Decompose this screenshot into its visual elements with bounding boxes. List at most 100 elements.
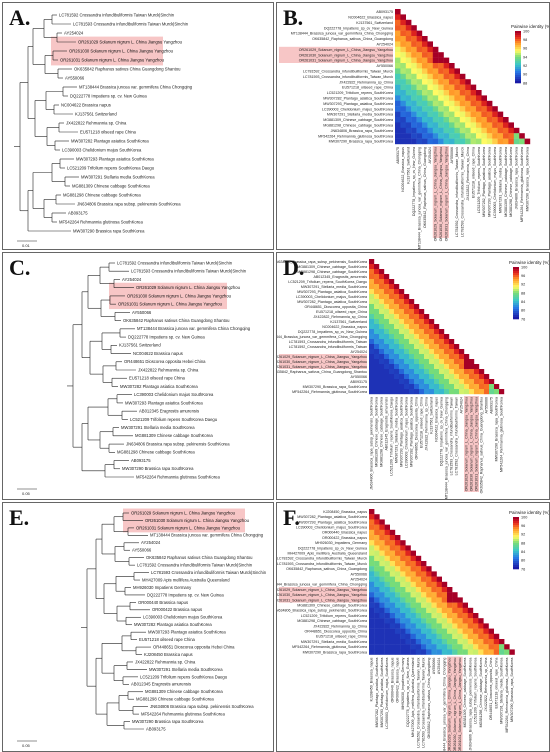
- heatmap-cell: [400, 613, 406, 619]
- phylogenetic-tree-c: LC781592 Crossandra infundibuliformis Ta…: [17, 260, 251, 496]
- heatmap-cell: [369, 359, 375, 365]
- heatmap-cell: [369, 354, 375, 360]
- heatmap-cell: [414, 309, 420, 315]
- heatmap-cell: [424, 324, 430, 330]
- heatmap-cell: [429, 334, 435, 340]
- heatmap-cell: [459, 138, 466, 145]
- heatmap-cell: [405, 587, 411, 593]
- taxon-label: MW307290 Brassica rapa SouthKorea: [73, 228, 145, 233]
- heatmap-cell: [459, 106, 466, 112]
- heatmap-cell: [422, 95, 428, 101]
- heatmap-cell: [416, 106, 423, 112]
- heatmap-cell: [384, 389, 390, 395]
- heatmap-cell: [414, 364, 420, 370]
- heatmap-cell: [422, 73, 428, 80]
- heatmap-cell: [384, 344, 390, 350]
- heatmap-col-label: LC390003_Chelidonium_majus_SouthKorea: [405, 397, 409, 468]
- heatmap-cell: [493, 639, 500, 645]
- heatmap-cell: [449, 374, 455, 380]
- taxon-label: JX422822 Rehmannia sp. China: [66, 120, 127, 125]
- heatmap-row-label: MG881298_Chinese_cabbage_SouthKorea: [323, 123, 393, 127]
- heatmap-cell: [427, 127, 433, 134]
- heatmap-cell: [395, 618, 401, 624]
- heatmap-cell: [431, 597, 437, 603]
- heatmap-cell: [374, 364, 380, 370]
- heatmap-cell: [447, 644, 453, 650]
- legend-title: Pairwise identity (%): [509, 260, 549, 265]
- taxon-label: KJ137561 Switzerland: [119, 343, 161, 348]
- heatmap-cell: [369, 581, 375, 588]
- heatmap-cell: [434, 339, 440, 345]
- heatmap-cell: [409, 349, 415, 355]
- heatmap-cell: [441, 597, 448, 603]
- heatmap-cell: [483, 644, 489, 650]
- heatmap-cell: [441, 628, 448, 634]
- heatmap-cell: [410, 633, 416, 640]
- heatmap-col-label: OR261030_Solanum_nigrum_L_China_Jiangsu_…: [439, 147, 443, 241]
- heatmap-cell: [447, 587, 453, 593]
- heatmap-col-label: OR261030_Solanum_nigrum_L_China_Jiangsu_…: [470, 397, 474, 491]
- heatmap-cell: [415, 613, 422, 619]
- heatmap-cell: [481, 138, 487, 145]
- heatmap-cell: [441, 618, 448, 624]
- heatmap-cell: [414, 339, 420, 345]
- heatmap-row-label: JN634806_Brassica_rapa_SouthKorea: [331, 129, 393, 133]
- heatmap-cell: [443, 117, 450, 123]
- heatmap-cell: [462, 613, 468, 619]
- heatmap-cell: [395, 138, 401, 145]
- heatmap-cell: [481, 100, 487, 107]
- heatmap-cell: [452, 639, 458, 645]
- heatmap-cell: [449, 117, 455, 123]
- heatmap-cell: [405, 95, 412, 101]
- heatmap-cell: [424, 314, 430, 320]
- legend-color-step: [513, 521, 519, 524]
- taxon-label: MG881309 Chinese cabbage SouthKorea: [145, 689, 223, 694]
- heatmap-cell: [459, 127, 466, 134]
- legend-tick-label: 94: [523, 55, 527, 59]
- legend-color-step: [513, 541, 519, 544]
- taxon-label: MW307282 Plantago asiatica SouthKorea: [134, 622, 212, 627]
- heatmap-cell: [476, 122, 482, 128]
- heatmap-cell: [464, 364, 470, 370]
- heatmap-cell: [394, 294, 400, 300]
- heatmap-cell: [405, 90, 412, 96]
- heatmap-cell: [374, 613, 380, 619]
- panel-label-b: B.: [283, 5, 304, 30]
- heatmap-row-label: OR261031_Solanum_nigrum_L_China_Jiangsu_…: [299, 59, 393, 63]
- heatmap-cell: [400, 639, 406, 645]
- heatmap-cell: [409, 329, 415, 335]
- heatmap-row-label: MW307291_Stellaria_media_SouthKorea: [301, 285, 367, 289]
- panel-c: LC781592 Crossandra infundibuliformis Ta…: [2, 252, 274, 500]
- heatmap-cell: [452, 633, 458, 640]
- heatmap-cell: [400, 63, 406, 69]
- heatmap-cell: [405, 57, 412, 64]
- heatmap-cell: [449, 95, 455, 101]
- heatmap-cell: [414, 344, 420, 350]
- heatmap-cell: [369, 319, 375, 325]
- heatmap-row-label: NC004622_Brassica_napus: [322, 325, 367, 329]
- taxon-label: AB093175: [131, 458, 151, 463]
- heatmap-cell: [384, 545, 390, 551]
- heatmap-cell: [369, 344, 375, 350]
- heatmap-cell: [395, 607, 401, 614]
- heatmap-cell: [459, 84, 466, 91]
- heatmap-cell: [405, 122, 412, 128]
- legend-tick-label: 92: [521, 533, 525, 537]
- heatmap-cell: [374, 294, 380, 300]
- heatmap-cell: [443, 111, 450, 118]
- heatmap-cell: [395, 122, 401, 128]
- heatmap-cell: [395, 30, 401, 37]
- heatmap-cell: [419, 309, 425, 315]
- heatmap-cell: [439, 379, 445, 385]
- heatmap-cell: [374, 359, 380, 365]
- heatmap-cell: [454, 359, 460, 365]
- legend-color-step: [513, 543, 519, 546]
- heatmap-cell: [394, 339, 400, 345]
- heatmap-cell: [400, 14, 406, 20]
- heatmap-cell: [436, 587, 442, 593]
- heatmap-cell: [415, 602, 422, 608]
- heatmap-col-label: MG881309_Chinese_cabbage_SouthKorea: [375, 397, 379, 467]
- heatmap-cell: [394, 329, 400, 335]
- heatmap-cell: [449, 339, 455, 345]
- heatmap-cell: [489, 379, 495, 385]
